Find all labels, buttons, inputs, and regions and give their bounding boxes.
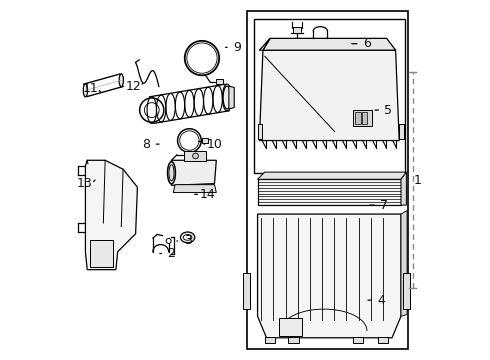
Text: 1: 1 (413, 174, 421, 186)
Circle shape (193, 153, 198, 159)
Bar (362, 112, 367, 125)
Bar (353, 110, 372, 126)
Polygon shape (258, 172, 406, 179)
Bar (294, 27, 300, 33)
Text: 5: 5 (385, 104, 392, 117)
Polygon shape (85, 160, 137, 270)
Bar (184, 150, 205, 161)
Ellipse shape (180, 232, 195, 243)
Bar (254, 19, 405, 173)
Text: 2: 2 (168, 247, 175, 260)
Bar (399, 125, 403, 139)
Polygon shape (229, 86, 234, 109)
Bar (258, 125, 262, 139)
Bar (265, 337, 275, 343)
Bar (216, 79, 223, 84)
Text: 8: 8 (143, 138, 150, 150)
Text: 6: 6 (363, 37, 371, 50)
Ellipse shape (119, 74, 123, 87)
Bar (247, 12, 408, 348)
Polygon shape (258, 214, 401, 338)
Bar (202, 138, 208, 143)
Polygon shape (279, 318, 302, 336)
Text: 14: 14 (199, 188, 215, 201)
Text: 3: 3 (184, 234, 192, 247)
Text: 7: 7 (380, 199, 388, 212)
Text: 11: 11 (82, 82, 98, 95)
Polygon shape (173, 185, 216, 193)
Text: 10: 10 (207, 138, 222, 150)
Polygon shape (243, 273, 250, 309)
Polygon shape (263, 39, 395, 50)
Polygon shape (259, 50, 399, 140)
Bar (355, 112, 361, 125)
Text: 13: 13 (76, 177, 92, 190)
Bar (353, 337, 364, 343)
Text: 12: 12 (126, 80, 142, 93)
Bar (288, 337, 299, 343)
Ellipse shape (83, 84, 88, 97)
Polygon shape (172, 160, 216, 185)
Ellipse shape (168, 162, 175, 184)
Text: 4: 4 (377, 294, 385, 307)
Polygon shape (403, 273, 410, 309)
Polygon shape (401, 172, 406, 205)
Ellipse shape (183, 234, 192, 240)
Ellipse shape (223, 86, 231, 109)
Text: 9: 9 (233, 41, 241, 54)
Bar (258, 179, 401, 205)
Bar (378, 337, 389, 343)
Polygon shape (259, 39, 270, 50)
Bar (90, 240, 113, 267)
Circle shape (166, 238, 171, 243)
Polygon shape (401, 211, 407, 316)
